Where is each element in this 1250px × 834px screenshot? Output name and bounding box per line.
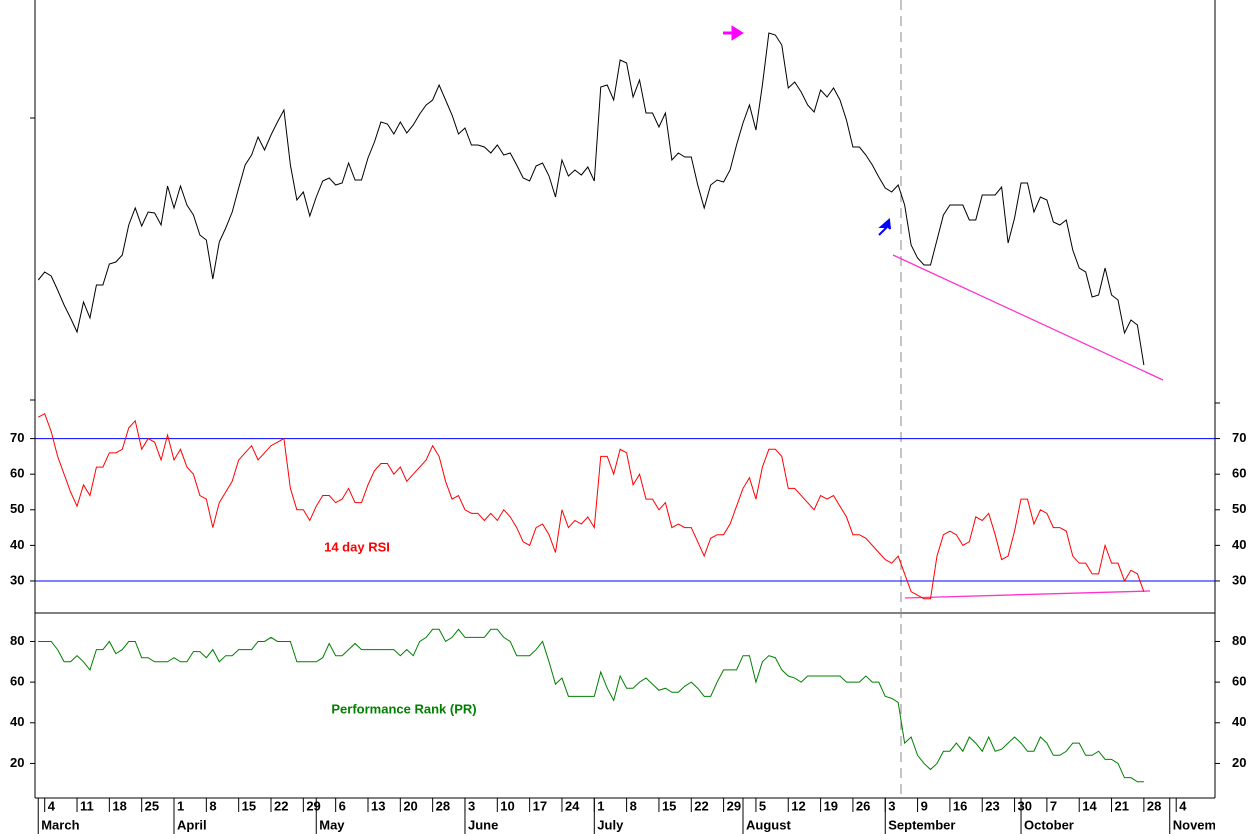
x-tick-label: 5	[759, 798, 766, 813]
trend-line	[904, 590, 1151, 599]
x-tick-label: 1	[597, 798, 604, 813]
trend-line	[892, 254, 1164, 381]
x-tick-label: 22	[274, 798, 288, 813]
x-tick-label: 12	[791, 798, 805, 813]
y-tick-label: 70	[1232, 430, 1246, 445]
x-tick-label: 13	[371, 798, 385, 813]
x-tick-label: 25	[145, 798, 159, 813]
y-tick-label: 40	[10, 537, 24, 552]
y-tick-label: 60	[1232, 466, 1246, 481]
x-tick-label: 29	[727, 798, 741, 813]
series-label: 14 day RSI	[324, 539, 390, 554]
x-tick-label: 17	[533, 798, 547, 813]
y-tick-label: 20	[1232, 755, 1246, 770]
month-label: October	[1024, 817, 1074, 832]
x-tick-label: 15	[242, 798, 256, 813]
x-tick-label: 16	[953, 798, 967, 813]
x-tick-label: 11	[80, 798, 94, 813]
month-label: July	[597, 817, 624, 832]
x-tick-label: 30	[1018, 798, 1032, 813]
x-tick-label: 3	[888, 798, 895, 813]
y-tick-label: 80	[1232, 633, 1246, 648]
y-tick-label: 20	[10, 755, 24, 770]
arrow-marker	[878, 217, 891, 236]
x-tick-label: 28	[436, 798, 450, 813]
y-tick-label: 80	[10, 633, 24, 648]
x-tick-label: 15	[662, 798, 676, 813]
month-label: November	[1173, 817, 1237, 832]
x-tick-label: 28	[1147, 798, 1161, 813]
arrow-marker	[723, 25, 744, 41]
series-label: Performance Rank (PR)	[331, 701, 476, 716]
month-label: June	[468, 817, 498, 832]
y-tick-label: 30	[10, 572, 24, 587]
y-tick-label: 40	[1232, 714, 1246, 729]
series-line	[37, 32, 1145, 366]
x-tick-label: 8	[630, 798, 637, 813]
y-tick-label: 40	[10, 714, 24, 729]
x-tick-label: 14	[1082, 798, 1097, 813]
y-tick-label: 40	[1232, 537, 1246, 552]
x-tick-label: 4	[48, 798, 56, 813]
x-tick-label: 20	[403, 798, 417, 813]
y-tick-label: 60	[10, 466, 24, 481]
x-tick-label: 21	[1115, 798, 1129, 813]
series-line	[37, 412, 1145, 600]
frame	[30, 0, 1220, 799]
x-tick-label: 19	[824, 798, 838, 813]
y-tick-label: 30	[1232, 572, 1246, 587]
x-tick-label: 18	[112, 798, 126, 813]
y-tick-label: 50	[10, 501, 24, 516]
month-label: April	[177, 817, 207, 832]
month-label: March	[41, 817, 79, 832]
x-tick-label: 29	[306, 798, 320, 813]
y-tick-label: 60	[1232, 674, 1246, 689]
month-label: September	[888, 817, 955, 832]
series-line	[38, 628, 1144, 783]
x-axis-labels: 4 11 18 25 1 8 15 22 29 6 13 20 28 3 10 17 24 1 8 15 22 29 5 12…	[37, 798, 1237, 834]
x-tick-label: 22	[694, 798, 708, 813]
x-tick-label: 4	[1179, 798, 1187, 813]
x-tick-label: 23	[985, 798, 999, 813]
x-tick-label: 26	[856, 798, 870, 813]
x-tick-label: 7	[1050, 798, 1057, 813]
x-tick-label: 6	[339, 798, 346, 813]
x-tick-label: 1	[177, 798, 184, 813]
month-label: August	[746, 817, 791, 832]
y-tick-label: 60	[10, 674, 24, 689]
x-tick-label: 24	[565, 798, 580, 813]
x-tick-label: 9	[921, 798, 928, 813]
x-tick-label: 3	[468, 798, 475, 813]
y-tick-label: 70	[10, 430, 24, 445]
x-tick-label: 10	[500, 798, 514, 813]
month-label: May	[319, 817, 345, 832]
x-tick-label: 8	[209, 798, 216, 813]
y-tick-label: 50	[1232, 501, 1246, 516]
